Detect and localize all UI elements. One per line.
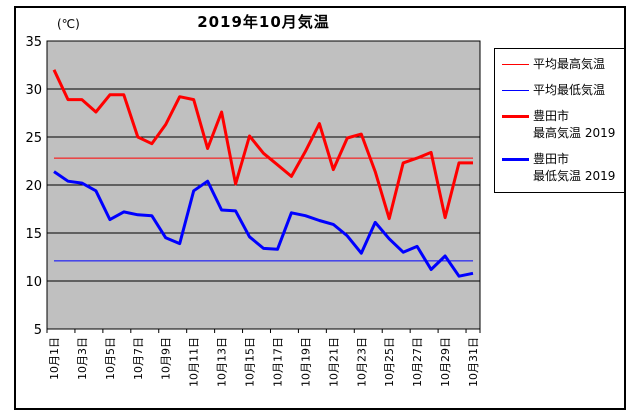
legend-label: 平均最高気温: [533, 57, 606, 71]
y-tick-label: 35: [25, 35, 42, 50]
x-tick-label: 10月11日: [188, 337, 201, 387]
x-tick-label: 10月9日: [160, 337, 173, 380]
legend-item-max-2019: 豊田市 最高気温 2019: [502, 108, 619, 142]
legend-item-avg-min: 平均最低気温: [502, 82, 619, 99]
legend-item-avg-max: 平均最高気温: [502, 56, 619, 73]
x-tick-label: 10月5日: [104, 337, 117, 380]
max-2019-line-swatch: [502, 115, 529, 118]
y-tick-label: 15: [25, 227, 42, 242]
x-tick-label: 10月15日: [244, 337, 257, 387]
y-tick-label: 10: [25, 275, 42, 290]
x-tick-label: 10月17日: [272, 337, 285, 387]
temperature-series-line: [52, 69, 473, 221]
x-tick-label: 10月19日: [299, 337, 312, 387]
x-tick-label: 10月7日: [132, 337, 145, 380]
y-tick-label: 20: [25, 179, 42, 194]
temperature-series-line: [53, 170, 474, 278]
x-tick-label: 10月23日: [355, 337, 368, 387]
y-tick-label: 25: [25, 131, 42, 146]
y-tick-label: 5: [34, 323, 42, 338]
legend-label: 平均最低気温: [533, 83, 606, 97]
chart-title: 2019年10月気温: [197, 13, 330, 31]
x-tick-label: 10月3日: [76, 337, 89, 380]
legend-label: 豊田市: [533, 152, 570, 166]
x-tick-label: 10月31日: [467, 337, 480, 387]
x-tick-label: 10月21日: [327, 337, 340, 387]
x-tick-label: 10月25日: [383, 337, 396, 387]
x-tick-label: 10月1日: [48, 337, 61, 380]
x-tick-label: 10月27日: [411, 337, 424, 387]
x-tick-label: 10月29日: [439, 337, 452, 387]
y-axis-unit-label: (℃): [57, 17, 80, 31]
legend: 平均最高気温 平均最低気温 豊田市 最高気温 2019 豊田市 最低気温 201…: [494, 48, 625, 193]
legend-label: 豊田市: [533, 109, 570, 123]
x-tick-label: 10月13日: [216, 337, 229, 387]
legend-label: 最高気温 2019: [533, 126, 616, 140]
legend-item-min-2019: 豊田市 最低気温 2019: [502, 151, 619, 185]
avg-min-line-swatch: [502, 90, 529, 91]
avg-max-line-swatch: [502, 64, 529, 65]
y-tick-label: 30: [25, 83, 42, 98]
min-2019-line-swatch: [502, 158, 529, 161]
legend-label: 最低気温 2019: [533, 169, 616, 183]
